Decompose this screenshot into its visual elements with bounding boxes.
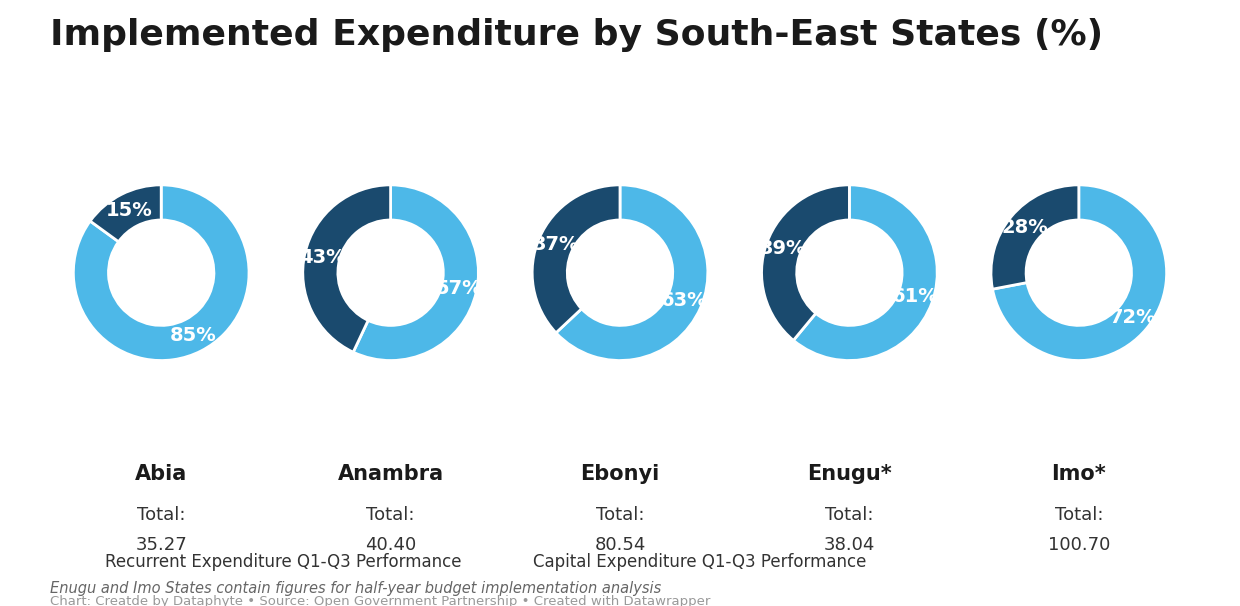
Wedge shape [556, 185, 708, 361]
Text: Total:: Total: [595, 506, 645, 524]
Text: 80.54: 80.54 [594, 536, 646, 554]
Text: 39%: 39% [760, 239, 806, 258]
Text: Anambra: Anambra [337, 464, 444, 484]
Text: Recurrent Expenditure Q1-Q3 Performance: Recurrent Expenditure Q1-Q3 Performance [105, 553, 461, 571]
Text: 15%: 15% [105, 201, 153, 219]
Wedge shape [303, 185, 391, 352]
Wedge shape [794, 185, 937, 361]
Text: Total:: Total: [825, 506, 874, 524]
Text: 37%: 37% [532, 235, 579, 255]
Text: Capital Expenditure Q1-Q3 Performance: Capital Expenditure Q1-Q3 Performance [533, 553, 867, 571]
Text: Implemented Expenditure by South-East States (%): Implemented Expenditure by South-East St… [50, 18, 1102, 52]
Wedge shape [992, 185, 1167, 361]
Text: 28%: 28% [1001, 218, 1048, 238]
Text: Abia: Abia [135, 464, 187, 484]
Wedge shape [73, 185, 249, 361]
Text: 57%: 57% [436, 279, 482, 298]
Text: Total:: Total: [136, 506, 186, 524]
Text: 100.70: 100.70 [1048, 536, 1110, 554]
Text: 35.27: 35.27 [135, 536, 187, 554]
Wedge shape [991, 185, 1079, 289]
Text: Total:: Total: [366, 506, 415, 524]
Text: 72%: 72% [1110, 308, 1156, 327]
Text: 63%: 63% [661, 291, 708, 310]
Text: Enugu and Imo States contain figures for half-year budget implementation analysi: Enugu and Imo States contain figures for… [50, 581, 661, 596]
Text: Chart: Creatde by Dataphyte • Source: Open Government Partnership • Created with: Chart: Creatde by Dataphyte • Source: Op… [50, 595, 711, 606]
Text: 61%: 61% [892, 287, 939, 306]
Text: 40.40: 40.40 [365, 536, 417, 554]
Text: Enugu*: Enugu* [807, 464, 892, 484]
Wedge shape [761, 185, 849, 341]
Text: Ebonyi: Ebonyi [580, 464, 660, 484]
Text: Imo*: Imo* [1052, 464, 1106, 484]
Text: 43%: 43% [299, 248, 345, 267]
Wedge shape [532, 185, 620, 333]
Text: 38.04: 38.04 [823, 536, 875, 554]
Wedge shape [353, 185, 479, 361]
Text: Total:: Total: [1054, 506, 1104, 524]
Wedge shape [91, 185, 161, 242]
Text: 85%: 85% [170, 326, 217, 345]
